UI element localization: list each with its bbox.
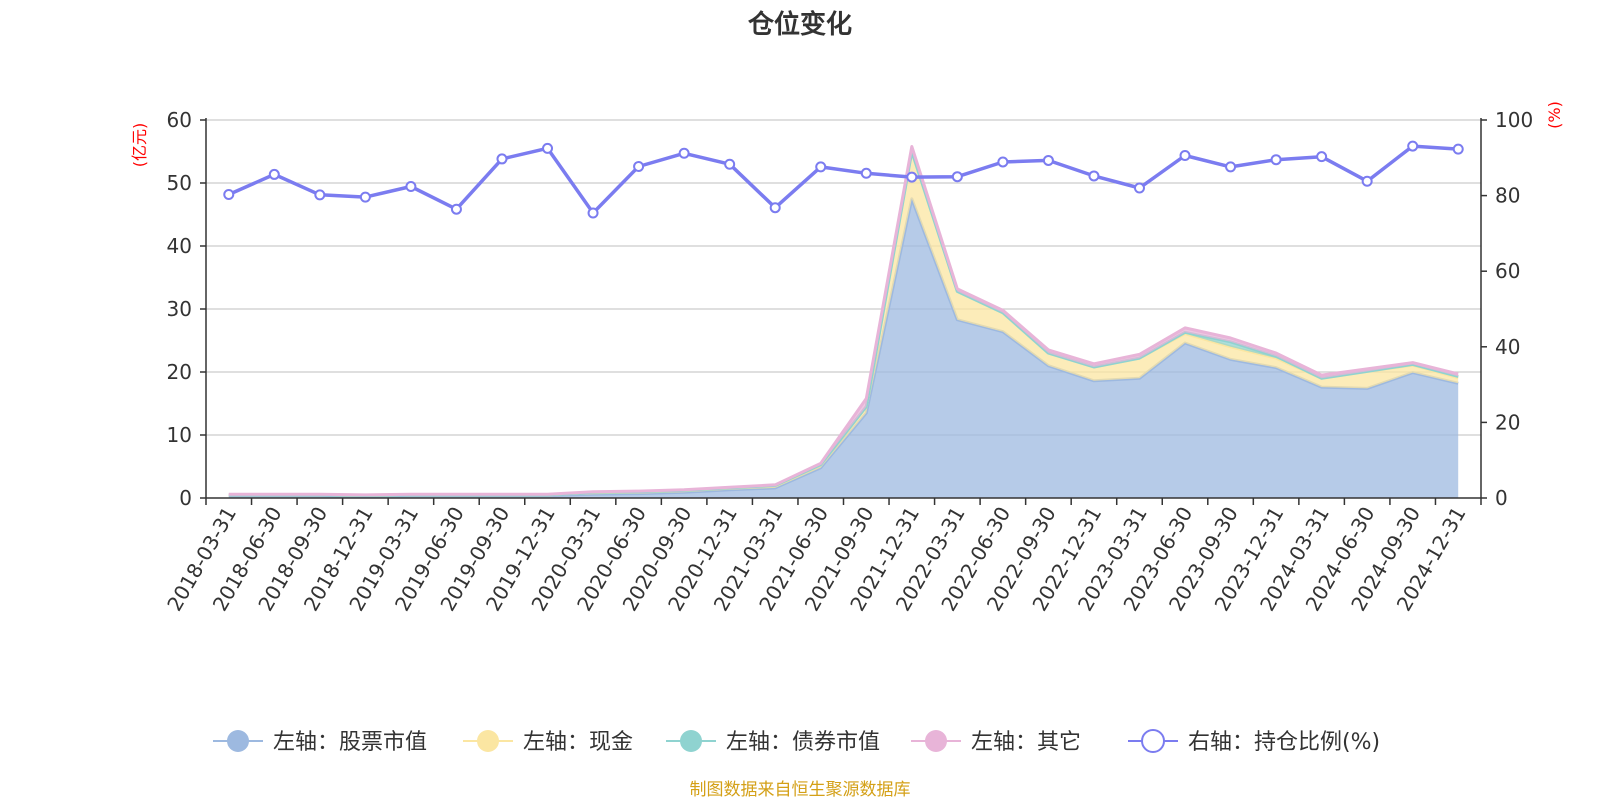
- left-tick-label: 10: [167, 423, 192, 447]
- ratio-point: [633, 160, 645, 172]
- legend-item-1[interactable]: 左轴：现金: [463, 730, 633, 755]
- right-tick-label: 20: [1495, 410, 1520, 434]
- area-edge-3: [228, 145, 1459, 497]
- ratio-point: [268, 168, 280, 180]
- ratio-point: [1225, 161, 1237, 173]
- legend-label: 左轴：现金: [523, 730, 633, 755]
- legend-label: 右轴：持仓比例(%): [1188, 730, 1380, 755]
- ratio-point: [724, 158, 736, 170]
- ratio-point: [1133, 182, 1145, 194]
- legend-label: 左轴：债券市值: [726, 730, 880, 755]
- left-tick-label: 20: [167, 360, 192, 384]
- ratio-line: [228, 144, 1459, 215]
- legend-swatch-circle: [477, 730, 499, 752]
- legend-label: 左轴：股票市值: [273, 730, 427, 755]
- ratio-point: [1407, 140, 1419, 152]
- ratio-point: [314, 189, 326, 201]
- legend-label: 左轴：其它: [971, 730, 1081, 755]
- source-note: 制图数据来自恒生聚源数据库: [690, 780, 911, 800]
- ratio-point: [496, 153, 508, 165]
- ratio-point: [951, 171, 963, 183]
- ratio-point: [1452, 143, 1464, 155]
- ratio-point: [1179, 150, 1191, 162]
- right-axis-unit: (%): [1545, 101, 1564, 129]
- right-tick-label: 0: [1495, 486, 1508, 510]
- left-tick-label: 0: [179, 486, 192, 510]
- legend-swatch-circle: [227, 730, 249, 752]
- right-tick-label: 40: [1495, 335, 1520, 359]
- legend-item-4[interactable]: 右轴：持仓比例(%): [1128, 729, 1380, 755]
- ratio-point: [359, 191, 371, 203]
- left-tick-label: 30: [167, 297, 192, 321]
- legend-item-2[interactable]: 左轴：债券市值: [666, 730, 880, 755]
- ratio-point: [1042, 154, 1054, 166]
- ratio-point: [906, 171, 918, 183]
- legend: 左轴：股票市值 左轴：现金 左轴：债券市值 左轴：其它 右轴：持仓比例(%): [213, 729, 1380, 755]
- ratio-point: [1361, 175, 1373, 187]
- ratio-point: [678, 147, 690, 159]
- legend-item-0[interactable]: 左轴：股票市值: [213, 730, 427, 755]
- legend-item-3[interactable]: 左轴：其它: [911, 730, 1081, 755]
- ratio-line-series: [223, 140, 1464, 219]
- left-tick-label: 40: [167, 234, 192, 258]
- right-tick-label: 100: [1495, 108, 1533, 132]
- left-tick-label: 60: [167, 108, 192, 132]
- legend-swatch-circle: [1141, 729, 1165, 753]
- ratio-point: [860, 167, 872, 179]
- ratio-point: [1316, 151, 1328, 163]
- ratio-point: [1270, 154, 1282, 166]
- left-axis-unit: (亿元): [130, 123, 149, 168]
- ratio-point: [769, 202, 781, 214]
- ratio-point: [997, 156, 1009, 168]
- legend-swatch-circle: [680, 730, 702, 752]
- ratio-point: [587, 207, 599, 219]
- ratio-point: [450, 203, 462, 215]
- area-fill-0: [228, 198, 1459, 499]
- ratio-point: [223, 188, 235, 200]
- area-series: [228, 145, 1459, 499]
- ratio-point: [1088, 170, 1100, 182]
- right-tick-label: 60: [1495, 259, 1520, 283]
- ratio-point: [542, 142, 554, 154]
- left-tick-label: 50: [167, 171, 192, 195]
- right-tick-label: 80: [1495, 184, 1520, 208]
- chart-title: 仓位变化: [747, 9, 852, 40]
- ratio-point: [815, 161, 827, 173]
- axes: 01020304050600204060801002018-03-312018-…: [162, 108, 1533, 615]
- ratio-point: [405, 181, 417, 193]
- legend-swatch-circle: [925, 730, 947, 752]
